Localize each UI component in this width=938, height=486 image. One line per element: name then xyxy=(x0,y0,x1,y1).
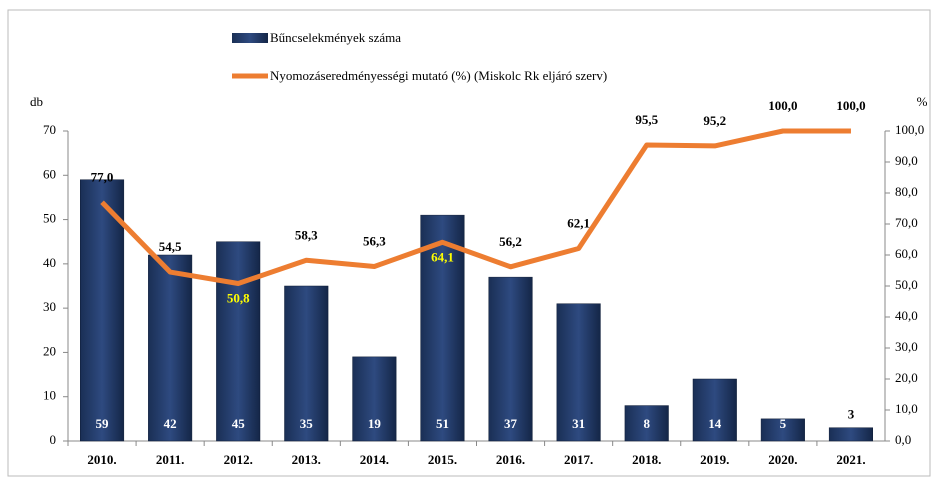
x-tick-label: 2014. xyxy=(360,452,389,467)
x-tick-label: 2018. xyxy=(632,452,661,467)
x-tick-label: 2019. xyxy=(700,452,729,467)
bar-value-label: 51 xyxy=(436,416,449,431)
legend-label: Bűncselekmények száma xyxy=(270,30,401,45)
bar-value-label: 8 xyxy=(643,416,650,431)
y-tick-label: 10 xyxy=(43,388,56,403)
y2-tick-label: 30,0 xyxy=(895,339,918,354)
bar-value-label: 59 xyxy=(96,416,110,431)
y2-tick-label: 20,0 xyxy=(895,370,918,385)
bar-value-label: 45 xyxy=(232,416,246,431)
bar-value-label: 5 xyxy=(780,416,787,431)
bar-value-label: 35 xyxy=(300,416,314,431)
line-value-label: 56,3 xyxy=(363,233,386,248)
chart: db % Bűncselekmények száma Nyomozáseredm… xyxy=(0,0,938,486)
legend-label: Nyomozáseredményességi mutató (%) (Misko… xyxy=(270,68,607,83)
line-value-label: 95,2 xyxy=(703,113,726,128)
line-value-label: 50,8 xyxy=(227,291,250,306)
y2-tick-label: 0,0 xyxy=(895,432,911,447)
bar xyxy=(829,428,873,441)
bar-value-label: 42 xyxy=(164,416,177,431)
line-value-label: 56,2 xyxy=(499,234,522,249)
x-tick-label: 2011. xyxy=(156,452,185,467)
y-tick-label: 70 xyxy=(43,122,56,137)
line-value-label: 100,0 xyxy=(768,98,797,113)
y2-tick-label: 50,0 xyxy=(895,277,918,292)
y2-tick-label: 40,0 xyxy=(895,308,918,323)
line-value-label: 64,1 xyxy=(431,249,454,264)
y2-tick-label: 100,0 xyxy=(895,122,924,137)
line-value-label: 62,1 xyxy=(567,215,590,230)
x-tick-label: 2020. xyxy=(768,452,797,467)
y-tick-label: 50 xyxy=(43,211,56,226)
bar xyxy=(693,379,737,441)
y2-tick-label: 10,0 xyxy=(895,401,918,416)
line-value-label: 95,5 xyxy=(635,112,658,127)
y-tick-label: 20 xyxy=(43,343,56,358)
y2-tick-label: 90,0 xyxy=(895,153,918,168)
x-tick-label: 2017. xyxy=(564,452,593,467)
line-value-label: 100,0 xyxy=(836,98,865,113)
x-tick-label: 2016. xyxy=(496,452,525,467)
y-axis-title: db xyxy=(30,94,43,109)
line-value-label: 58,3 xyxy=(295,227,318,242)
y2-tick-label: 60,0 xyxy=(895,246,918,261)
bar xyxy=(216,242,260,441)
y-tick-label: 60 xyxy=(43,166,56,181)
bar-value-label: 37 xyxy=(504,416,518,431)
y2-axis-title: % xyxy=(917,94,928,109)
y-tick-label: 0 xyxy=(50,432,57,447)
bar-value-label: 19 xyxy=(368,416,382,431)
y-tick-label: 30 xyxy=(43,299,56,314)
y2-tick-label: 70,0 xyxy=(895,215,918,230)
x-tick-label: 2021. xyxy=(836,452,865,467)
x-tick-label: 2013. xyxy=(292,452,321,467)
y-tick-label: 40 xyxy=(43,255,56,270)
x-tick-label: 2010. xyxy=(87,452,116,467)
bar-value-label: 3 xyxy=(848,407,855,422)
legend-swatch xyxy=(232,33,268,43)
bar-value-label: 14 xyxy=(708,416,722,431)
line-value-label: 54,5 xyxy=(159,239,182,254)
bar xyxy=(148,255,192,441)
x-tick-label: 2012. xyxy=(224,452,253,467)
line-value-label: 77,0 xyxy=(91,169,114,184)
x-tick-label: 2015. xyxy=(428,452,457,467)
y2-tick-label: 80,0 xyxy=(895,184,918,199)
bar-value-label: 31 xyxy=(572,416,585,431)
